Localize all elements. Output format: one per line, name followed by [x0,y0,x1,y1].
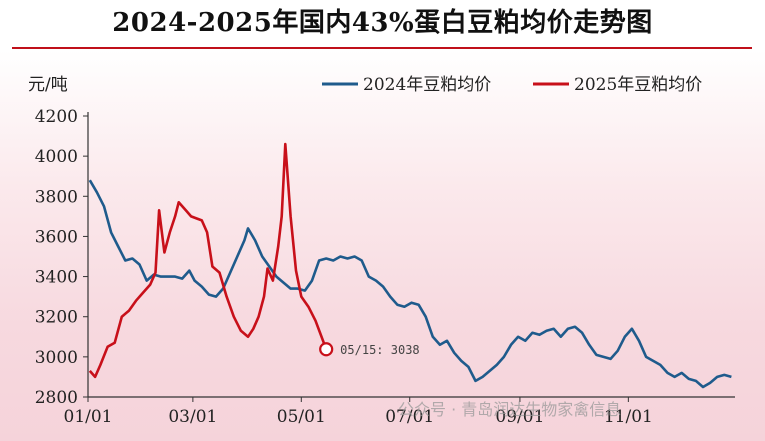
y-axis-label: 元/吨 [28,75,68,95]
y-tick-label: 3600 [35,227,78,247]
chart-title: 2024-2025年国内43%蛋白豆粕均价走势图 [112,8,653,38]
series-line-2024 [88,179,732,389]
y-tick-label: 2800 [35,388,78,408]
y-tick-label: 3000 [35,348,78,368]
y-axis-ticks: 4200 4000 3800 3600 3400 3200 3000 2800 [35,107,88,408]
y-tick-label: 3400 [35,268,78,288]
axes [87,112,735,398]
x-axis-ticks: 01/01 03/01 05/01 07/01 09/01 11/01 [64,397,653,427]
x-tick-label: 05/01 [277,407,326,427]
y-tick-label: 3800 [35,187,78,207]
series-lines [88,142,732,389]
x-tick-label: 09/01 [495,407,544,427]
legend-label-2025: 2025年豆粕均价 [574,75,702,95]
series-line-2025 [88,142,328,379]
legend: 2024年豆粕均价 2025年豆粕均价 [322,75,702,95]
annotation: 05/15: 3038 [319,342,420,357]
y-tick-label: 3200 [35,308,78,328]
title-underline [12,47,752,49]
annotation-marker [319,342,334,357]
y-tick-label: 4200 [35,107,78,127]
annotation-label: 05/15: 3038 [340,343,419,357]
x-tick-label: 03/01 [168,407,217,427]
plot-background [0,50,765,441]
x-tick-label: 01/01 [64,407,113,427]
x-tick-label: 11/01 [604,407,653,427]
x-tick-label: 07/01 [385,407,434,427]
watermark-text: 公众号 · 青岛润达生物家禽信息 [398,400,622,419]
y-tick-label: 4000 [35,147,78,167]
legend-label-2024: 2024年豆粕均价 [363,75,491,95]
